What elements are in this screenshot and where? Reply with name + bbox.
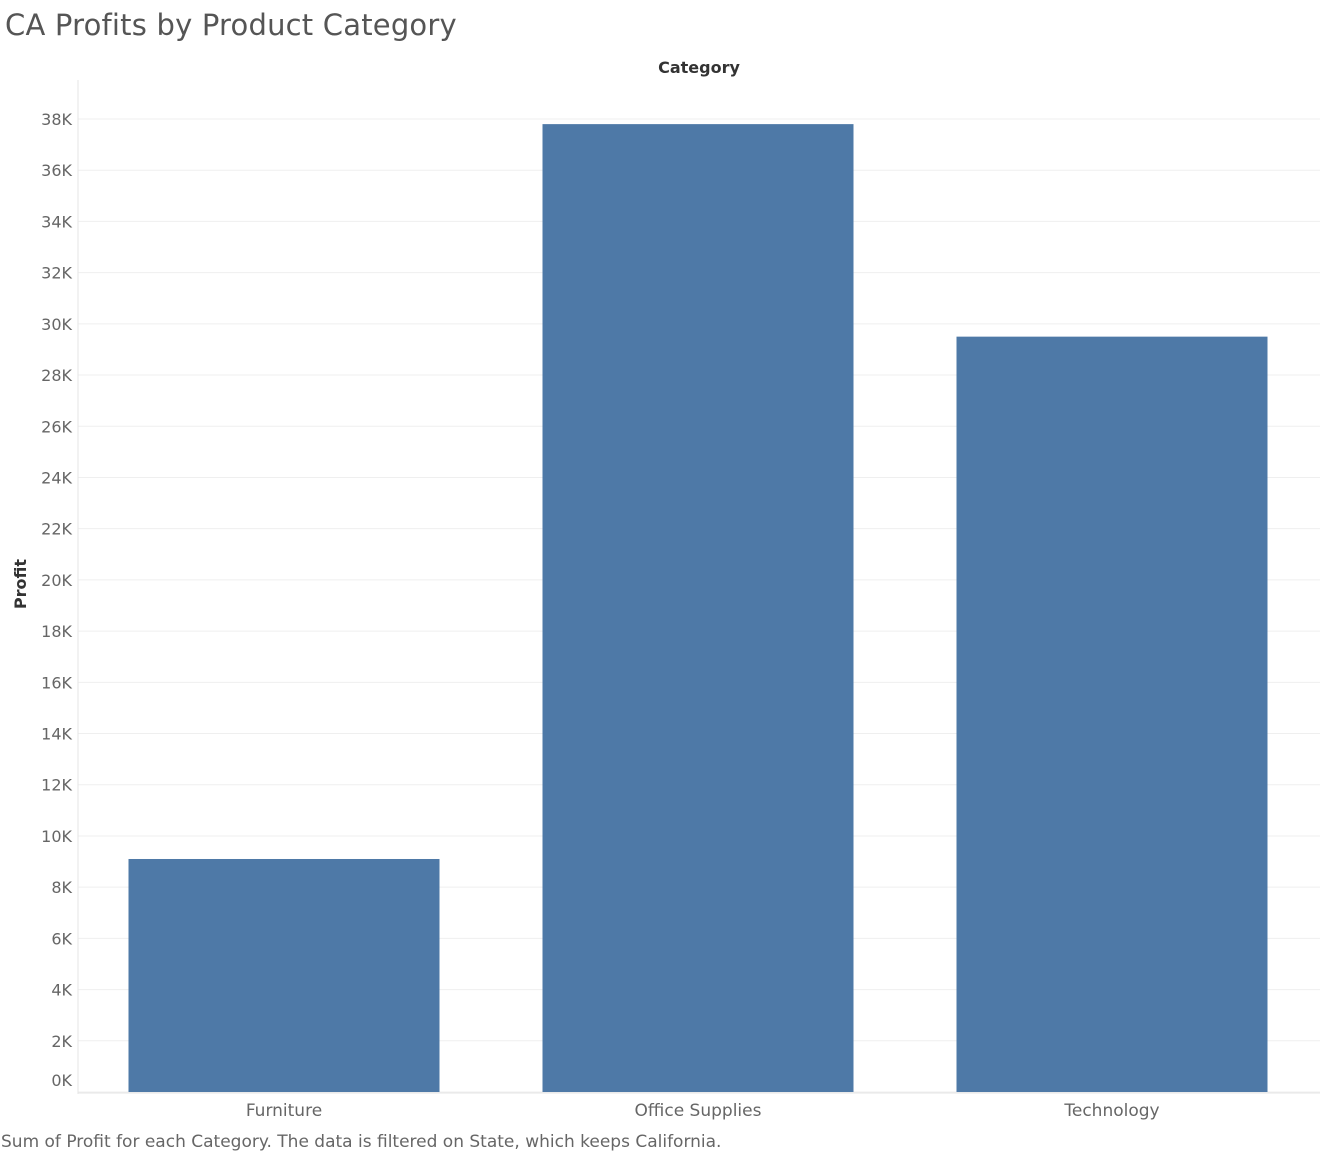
bar-office-supplies[interactable] <box>542 124 854 1093</box>
y-tick-label: 14K <box>41 725 72 744</box>
y-tick-label: 20K <box>41 571 72 590</box>
y-tick-label: 34K <box>41 212 72 231</box>
y-tick-label: 38K <box>41 110 72 129</box>
y-tick-label: 10K <box>41 827 72 846</box>
bars <box>128 124 1268 1093</box>
chart-title: CA Profits by Product Category <box>5 8 457 42</box>
axes <box>77 80 1320 1094</box>
x-tick-labels: Furniture Office Supplies Technology <box>246 1101 1160 1121</box>
y-tick-label: 26K <box>41 417 72 436</box>
y-tick-label: 32K <box>41 264 72 283</box>
y-tick-labels: 0K 2K 4K 6K 8K 10K 12K 14K 16K 18K 20K 22K 24K 26K 28K… <box>41 110 72 1090</box>
y-tick-label: 22K <box>41 520 72 539</box>
y-tick-label: 0K <box>51 1071 72 1090</box>
x-axis-title: Category <box>658 58 740 77</box>
y-tick-label: 6K <box>51 929 72 948</box>
x-tick-label: Furniture <box>246 1101 322 1121</box>
y-tick-label: 8K <box>51 878 72 897</box>
chart-caption: Sum of Profit for each Category. The dat… <box>1 1132 722 1152</box>
y-tick-label: 30K <box>41 315 72 334</box>
y-axis-title: Profit <box>11 559 30 609</box>
x-tick-label: Office Supplies <box>635 1101 762 1121</box>
y-tick-label: 2K <box>51 1032 72 1051</box>
x-tick-label: Technology <box>1063 1101 1159 1121</box>
bar-furniture[interactable] <box>128 858 440 1092</box>
y-tick-label: 12K <box>41 776 72 795</box>
y-tick-label: 4K <box>51 981 72 1000</box>
bar-technology[interactable] <box>956 336 1268 1092</box>
y-tick-label: 28K <box>41 366 72 385</box>
y-tick-label: 36K <box>41 161 72 180</box>
y-tick-label: 16K <box>41 673 72 692</box>
y-tick-label: 18K <box>41 622 72 641</box>
y-tick-label: 24K <box>41 468 72 487</box>
